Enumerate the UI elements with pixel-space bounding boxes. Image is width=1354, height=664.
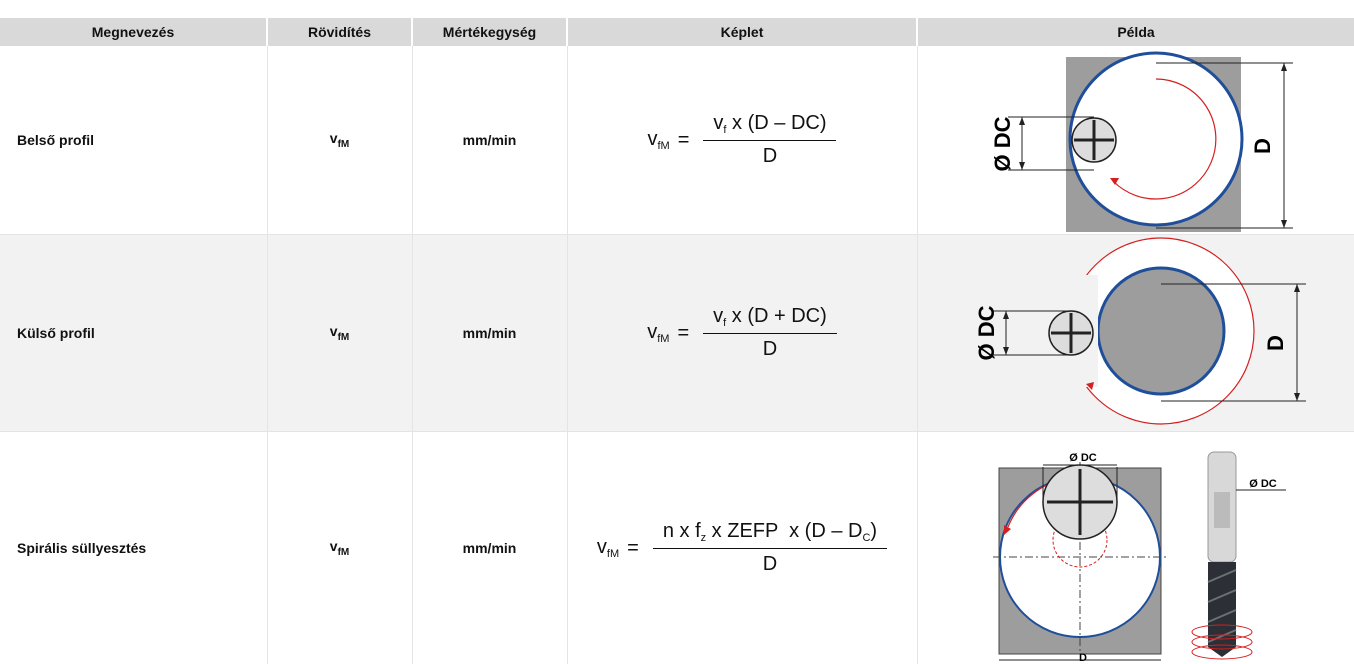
dimension-label: D [1079, 652, 1087, 664]
example-cell: Ø DC D [917, 46, 1354, 235]
numerator-text: v [713, 305, 723, 327]
numerator: vf x (D – DC) [703, 112, 836, 141]
abbreviation: vfM [267, 235, 412, 432]
example-diagram: Ø DC D [918, 46, 1354, 234]
formula-lhs: vfM [648, 128, 670, 152]
subscript: fM [607, 548, 619, 560]
fraction: vf x (D – DC)D [703, 112, 836, 168]
example-diagram: Ø DC D [918, 235, 1354, 431]
formula: vfM=vf x (D + DC)D [647, 305, 837, 361]
column-header: Példa [917, 18, 1354, 46]
subscript: fM [338, 139, 350, 150]
dimension-label: Ø DC [1249, 478, 1277, 490]
formula-cell: vfM=vf x (D – DC)D [567, 46, 917, 235]
column-header: Rövidítés [267, 18, 412, 46]
numerator-text: ) [870, 520, 877, 542]
column-header: Megnevezés [0, 18, 267, 46]
formula: vfM = n x fz x ZEFP x (D – DC)D [597, 520, 887, 576]
unit: mm/min [412, 432, 567, 664]
column-header: Mértékegység [412, 18, 567, 46]
abbreviation: vfM [267, 432, 412, 664]
formula-cell: vfM = n x fz x ZEFP x (D – DC)D [567, 432, 917, 664]
base-text: v [648, 128, 658, 150]
dimension-label: D [1250, 138, 1275, 154]
equals-sign: = [677, 322, 689, 345]
row-name: Külső profil [0, 235, 267, 432]
header-row: Megnevezés Rövidítés Mértékegység Képlet… [0, 18, 1354, 46]
equals-sign: = [627, 537, 639, 560]
denominator: D [763, 334, 777, 361]
numerator: n x fz x ZEFP x (D – DC) [653, 520, 887, 549]
example-cell: Ø DC D Ø DC [917, 432, 1354, 664]
base-text: v [330, 323, 338, 339]
subscript: fM [338, 332, 350, 343]
unit: mm/min [412, 46, 567, 235]
base-text: v [330, 130, 338, 146]
formula-cell: vfM=vf x (D + DC)D [567, 235, 917, 432]
base-text: v [647, 321, 657, 343]
row-name: Belső profil [0, 46, 267, 235]
dimension-label: D [1263, 335, 1288, 351]
column-header: Képlet [567, 18, 917, 46]
fraction: n x fz x ZEFP x (D – DC)D [653, 520, 887, 576]
formula: vfM=vf x (D – DC)D [648, 112, 837, 168]
subscript: fM [657, 333, 669, 345]
numerator-text: x (D – DC) [726, 112, 826, 134]
formula-lhs: vfM [597, 536, 619, 560]
denominator: D [763, 141, 777, 168]
dimension-label: Ø DC [990, 116, 1015, 171]
numerator-text: v [713, 112, 723, 134]
base-text: v [330, 538, 338, 554]
denominator: D [763, 549, 777, 576]
example-diagram: Ø DC D Ø DC [918, 432, 1354, 664]
numerator: vf x (D + DC) [703, 305, 837, 334]
abbreviation: vfM [267, 46, 412, 235]
fraction: vf x (D + DC)D [703, 305, 837, 361]
equals-sign: = [678, 129, 690, 152]
numerator-text: n x f [663, 520, 701, 542]
subscript: fM [658, 140, 670, 152]
base-text: v [597, 536, 607, 558]
unit: mm/min [412, 235, 567, 432]
dimension-label: Ø DC [974, 305, 999, 360]
subscript: fM [338, 547, 350, 558]
example-cell: Ø DC D [917, 235, 1354, 432]
numerator-text: x ZEFP x (D – D [706, 520, 862, 542]
vfm-table: Megnevezés Rövidítés Mértékegység Képlet… [0, 18, 1354, 664]
formula-lhs: vfM [647, 321, 669, 345]
dimension-label: Ø DC [1069, 452, 1097, 464]
numerator-text: x (D + DC) [726, 305, 827, 327]
row-name: Spirális süllyesztés [0, 432, 267, 664]
